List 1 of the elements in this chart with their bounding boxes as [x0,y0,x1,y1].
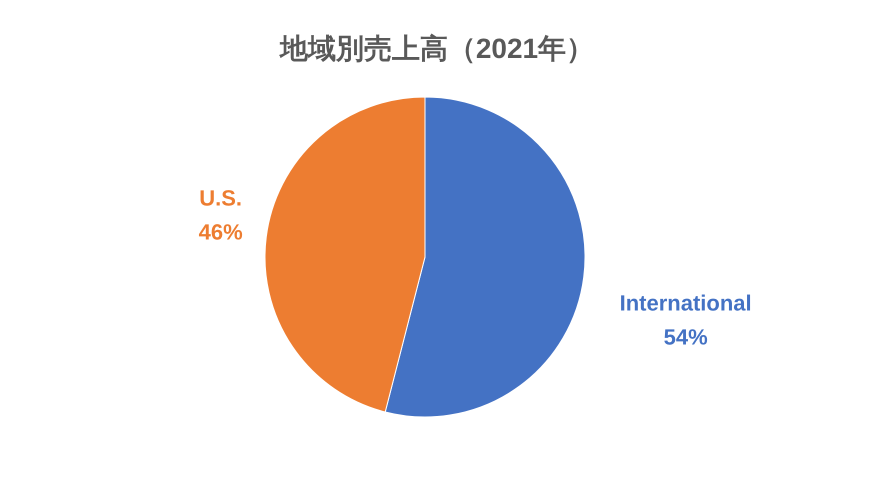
title: 地域別売上高（2021年） [280,33,594,64]
